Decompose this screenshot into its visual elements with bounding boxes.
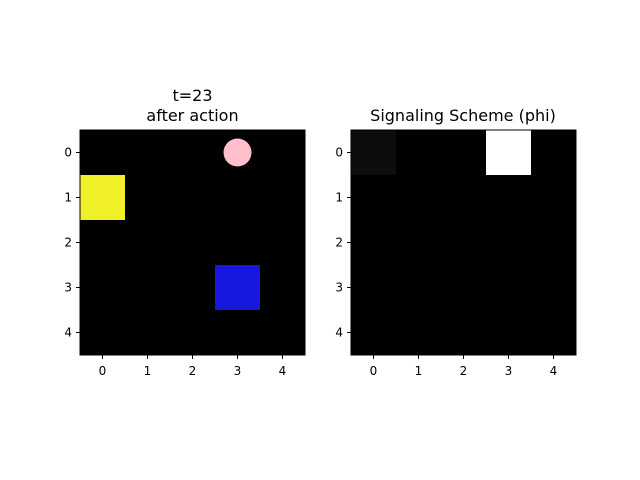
env-title-line2: after action bbox=[146, 106, 238, 125]
phi-y-tick-label-4: 4 bbox=[335, 326, 343, 340]
env-x-tick-label-0: 0 bbox=[99, 364, 107, 378]
blue-square bbox=[215, 265, 260, 310]
env-y-tick-label-0: 0 bbox=[64, 146, 72, 160]
env-x-tick-label-4: 4 bbox=[279, 364, 287, 378]
yellow-square bbox=[80, 175, 125, 220]
phi-panel: Signaling Scheme (phi) 0 0 1 1 2 2 3 3 4 4 bbox=[335, 106, 577, 378]
env-x-tick-label-3: 3 bbox=[234, 364, 242, 378]
env-title-line1: t=23 bbox=[172, 86, 212, 105]
phi-cell-r0-c3 bbox=[486, 130, 531, 175]
phi-x-tick-label-4: 4 bbox=[550, 364, 558, 378]
env-y-tick-label-1: 1 bbox=[64, 191, 72, 205]
phi-x-tick-label-3: 3 bbox=[505, 364, 513, 378]
env-x-tick-label-1: 1 bbox=[144, 364, 152, 378]
phi-y-tick-label-1: 1 bbox=[335, 191, 343, 205]
phi-y-tick-label-3: 3 bbox=[335, 281, 343, 295]
phi-cell-r0-c0 bbox=[351, 130, 396, 175]
phi-x-tick-label-1: 1 bbox=[415, 364, 423, 378]
env-panel: t=23 after action 0 0 1 1 2 2 3 3 4 4 bbox=[64, 86, 306, 378]
phi-y-tick-label-0: 0 bbox=[335, 146, 343, 160]
env-grid: 0 0 1 1 2 2 3 3 4 4 bbox=[64, 129, 306, 378]
phi-grid: 0 0 1 1 2 2 3 3 4 4 bbox=[335, 129, 577, 378]
phi-title: Signaling Scheme (phi) bbox=[370, 106, 556, 125]
env-x-tick-label-2: 2 bbox=[189, 364, 197, 378]
phi-y-tick-label-2: 2 bbox=[335, 236, 343, 250]
env-y-tick-label-3: 3 bbox=[64, 281, 72, 295]
phi-x-tick-label-0: 0 bbox=[370, 364, 378, 378]
pink-circle bbox=[223, 138, 252, 167]
env-y-tick-label-2: 2 bbox=[64, 236, 72, 250]
env-y-tick-label-4: 4 bbox=[64, 326, 72, 340]
env-grid-background bbox=[80, 130, 305, 355]
phi-x-tick-label-2: 2 bbox=[460, 364, 468, 378]
